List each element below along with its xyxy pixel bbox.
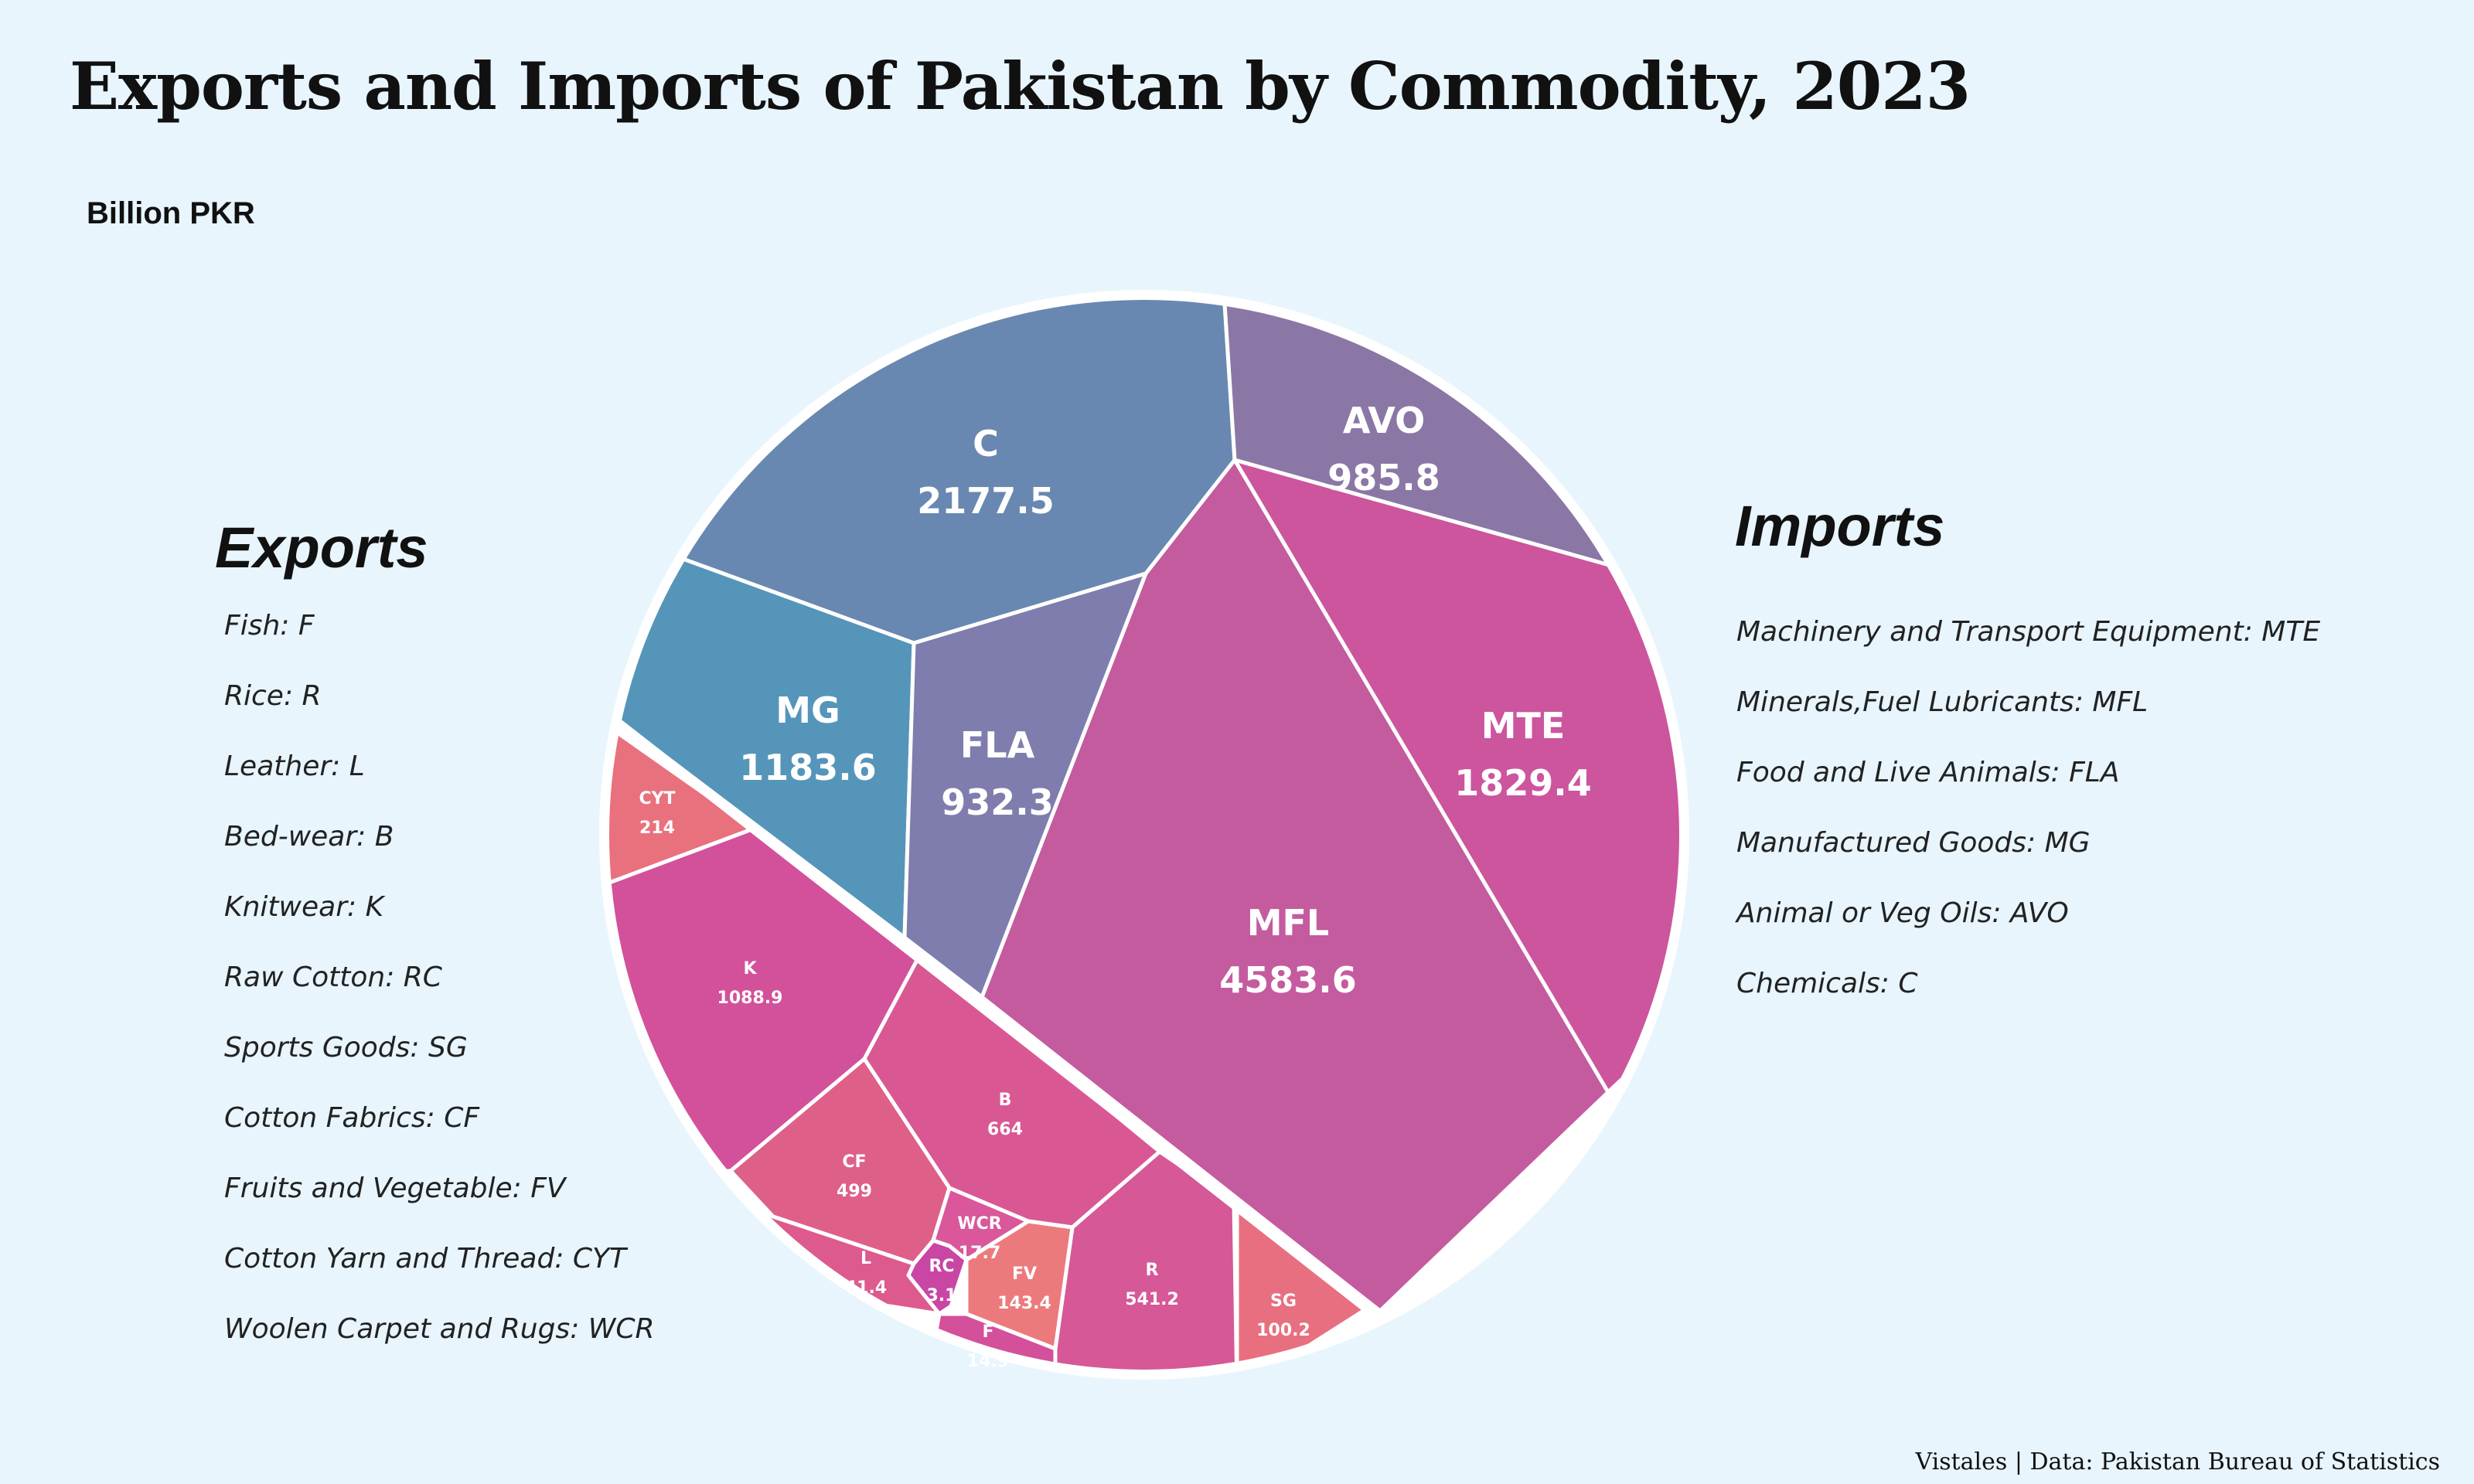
cell-fla (902, 571, 1148, 999)
cell-value-b: 664 (987, 1120, 1023, 1139)
imports-legend-item: Machinery and Transport Equipment: MTE (1736, 616, 2321, 648)
cell-label-c: C (973, 423, 999, 465)
cell-value-mfl: 4583.6 (1219, 959, 1357, 1001)
cell-value-avo: 985.8 (1327, 457, 1440, 499)
cell-value-r: 541.2 (1125, 1290, 1179, 1309)
cell-value-sg: 100.2 (1256, 1321, 1310, 1340)
chart-title: Exports and Imports of Pakistan by Commo… (70, 48, 1971, 124)
cell-value-k: 1088.9 (717, 989, 783, 1008)
cell-value-c: 2177.5 (917, 480, 1055, 522)
imports-legend-item: Food and Live Animals: FLA (1736, 757, 2120, 788)
cell-label-fv: FV (1012, 1264, 1037, 1284)
cell-value-fv: 143.4 (997, 1294, 1051, 1313)
cell-label-cyt: CYT (639, 789, 675, 808)
cell-value-wcr: 17.7 (959, 1244, 1000, 1263)
cell-label-sg: SG (1270, 1292, 1297, 1311)
exports-legend-item: Raw Cotton: RC (224, 962, 442, 993)
cell-label-mfl: MFL (1247, 902, 1330, 944)
group-separator (609, 707, 1387, 1326)
cell-value-mg: 1183.6 (739, 747, 877, 788)
imports-legend-item: Manufactured Goods: MG (1736, 827, 2091, 859)
cell-label-k: K (743, 959, 757, 979)
exports-legend-item: Leather: L (224, 751, 365, 782)
imports-legend-item: Chemicals: C (1736, 968, 1918, 999)
exports-legend-item: Bed-wear: B (224, 821, 394, 853)
chart-source: Vistales | Data: Pakistan Bureau of Stat… (1915, 1448, 2440, 1475)
cell-value-l: 41.4 (845, 1278, 887, 1298)
cell-label-avo: AVO (1343, 400, 1425, 441)
exports-legend-item: Sports Goods: SG (224, 1032, 468, 1064)
cell-value-f: 14.9 (967, 1352, 1009, 1371)
exports-legend-item: Fish: F (224, 610, 315, 642)
chart-subtitle-unit: Billion PKR (87, 196, 255, 230)
imports-legend-item: Animal or Veg Oils: AVO (1736, 897, 2069, 929)
exports-legend: Fish: F Rice: R Leather: L Bed-wear: B Knitw… (224, 609, 655, 1383)
exports-legend-item: Fruits and Vegetable: FV (224, 1173, 566, 1204)
exports-legend-item: Knitwear: K (224, 891, 384, 923)
exports-legend-item: Rice: R (224, 680, 322, 712)
cell-rc (906, 1238, 969, 1316)
exports-legend-item: Cotton Yarn and Thread: CYT (224, 1243, 627, 1275)
cell-label-cf: CF (842, 1152, 866, 1172)
cell-label-fla: FLA (960, 724, 1035, 766)
cell-label-wcr: WCR (957, 1214, 1001, 1234)
exports-legend-item: Woolen Carpet and Rugs: WCR (224, 1313, 655, 1345)
cell-label-l: L (860, 1249, 871, 1268)
cell-label-f: F (982, 1322, 993, 1342)
exports-legend-item: Cotton Fabrics: CF (224, 1102, 480, 1134)
cell-value-mte: 1829.4 (1454, 762, 1592, 804)
cell-label-rc: RC (929, 1257, 954, 1276)
cell-value-cf: 499 (837, 1182, 872, 1201)
cell-label-b: B (999, 1091, 1012, 1110)
cell-label-r: R (1146, 1261, 1159, 1280)
cell-value-cyt: 214 (639, 819, 675, 838)
cell-value-rc: 3.1 (927, 1286, 957, 1305)
cell-value-fla: 932.3 (941, 781, 1054, 823)
cell-label-mte: MTE (1481, 705, 1566, 747)
exports-legend-heading: Exports (215, 516, 428, 580)
imports-legend-item: Minerals,Fuel Lubricants: MFL (1736, 686, 2149, 718)
imports-legend: Machinery and Transport Equipment: MTE Mi… (1736, 615, 2320, 1037)
cell-label-mg: MG (775, 689, 840, 731)
imports-legend-heading: Imports (1735, 494, 1945, 558)
